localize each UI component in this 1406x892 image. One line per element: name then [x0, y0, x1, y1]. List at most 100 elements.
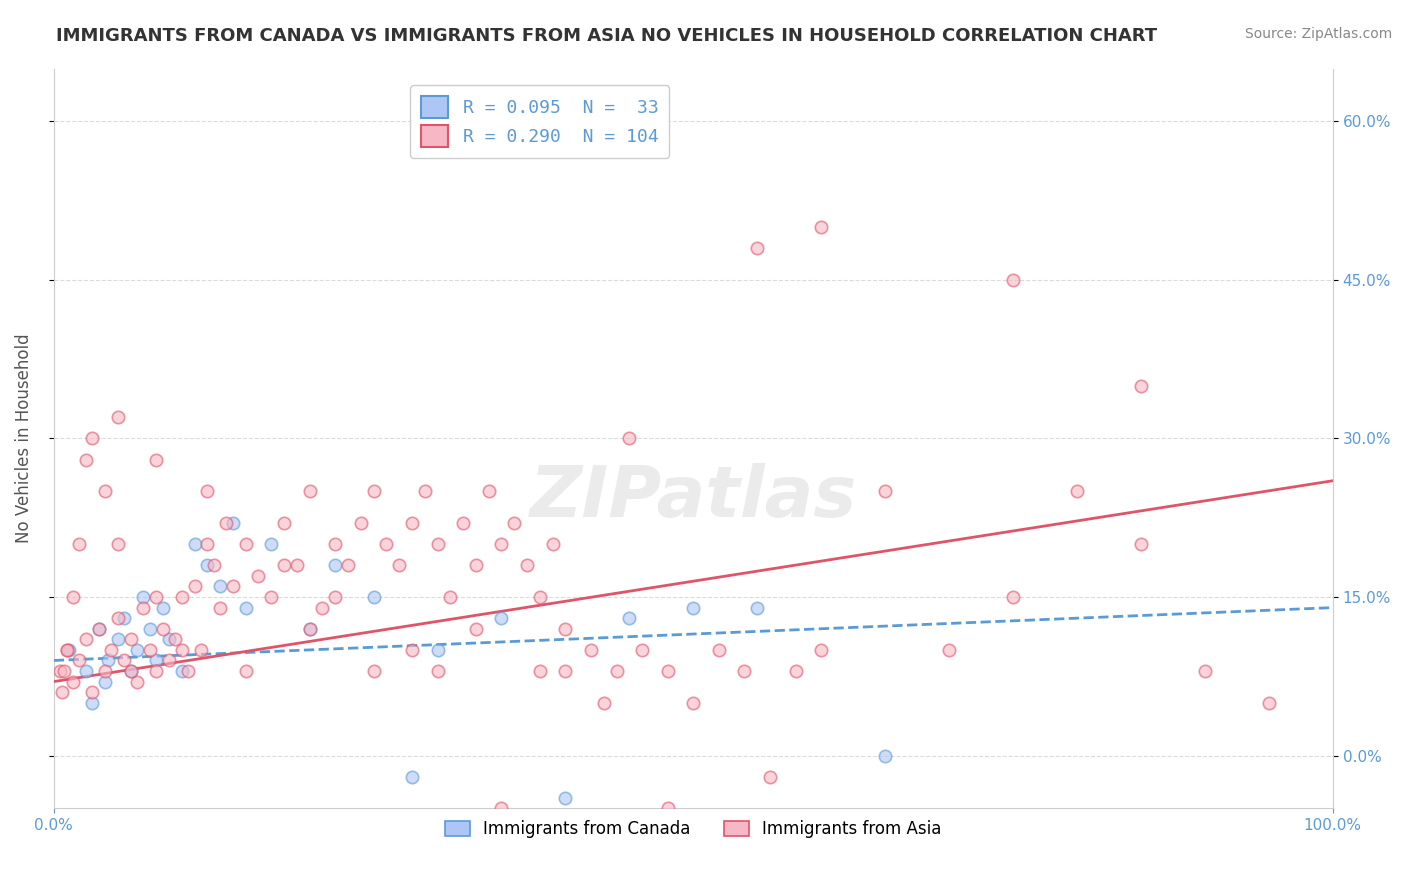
Point	[107, 410, 129, 425]
Point	[112, 653, 135, 667]
Point	[87, 622, 110, 636]
Point	[120, 664, 142, 678]
Point	[478, 484, 501, 499]
Point	[195, 484, 218, 499]
Point	[388, 558, 411, 573]
Point	[222, 516, 245, 530]
Point	[747, 241, 769, 255]
Point	[529, 664, 551, 678]
Point	[120, 664, 142, 678]
Point	[53, 664, 76, 678]
Point	[235, 600, 257, 615]
Point	[132, 600, 155, 615]
Point	[747, 600, 769, 615]
Point	[298, 622, 321, 636]
Point	[426, 643, 449, 657]
Point	[285, 558, 308, 573]
Point	[145, 653, 167, 667]
Point	[707, 643, 730, 657]
Point	[170, 664, 193, 678]
Point	[401, 643, 423, 657]
Point	[363, 484, 385, 499]
Point	[82, 432, 104, 446]
Point	[875, 484, 897, 499]
Point	[190, 643, 212, 657]
Text: IMMIGRANTS FROM CANADA VS IMMIGRANTS FROM ASIA NO VEHICLES IN HOUSEHOLD CORRELAT: IMMIGRANTS FROM CANADA VS IMMIGRANTS FRO…	[56, 27, 1157, 45]
Y-axis label: No Vehicles in Household: No Vehicles in Household	[15, 334, 32, 543]
Point	[82, 685, 104, 699]
Point	[1194, 664, 1216, 678]
Point	[195, 558, 218, 573]
Point	[170, 590, 193, 604]
Point	[209, 600, 232, 615]
Point	[426, 664, 449, 678]
Point	[152, 622, 174, 636]
Point	[451, 516, 474, 530]
Point	[222, 579, 245, 593]
Point	[55, 643, 77, 657]
Point	[1002, 273, 1025, 287]
Point	[94, 484, 117, 499]
Point	[273, 558, 295, 573]
Point	[554, 664, 576, 678]
Point	[401, 516, 423, 530]
Point	[145, 452, 167, 467]
Point	[298, 484, 321, 499]
Point	[337, 558, 360, 573]
Point	[107, 632, 129, 647]
Point	[177, 664, 200, 678]
Point	[298, 622, 321, 636]
Point	[491, 611, 513, 625]
Point	[810, 220, 832, 235]
Point	[541, 537, 564, 551]
Point	[413, 484, 436, 499]
Point	[1129, 378, 1152, 392]
Point	[606, 664, 628, 678]
Point	[516, 558, 538, 573]
Point	[75, 452, 97, 467]
Point	[260, 590, 283, 604]
Point	[247, 569, 270, 583]
Point	[58, 643, 80, 657]
Point	[491, 801, 513, 815]
Point	[49, 664, 72, 678]
Point	[579, 643, 602, 657]
Point	[82, 696, 104, 710]
Point	[120, 632, 142, 647]
Point	[94, 664, 117, 678]
Point	[125, 643, 148, 657]
Point	[1066, 484, 1088, 499]
Point	[464, 622, 486, 636]
Point	[464, 558, 486, 573]
Point	[260, 537, 283, 551]
Point	[592, 696, 614, 710]
Point	[657, 664, 679, 678]
Point	[426, 537, 449, 551]
Point	[554, 790, 576, 805]
Point	[195, 537, 218, 551]
Point	[87, 622, 110, 636]
Point	[1129, 537, 1152, 551]
Point	[938, 643, 960, 657]
Point	[1002, 590, 1025, 604]
Point	[62, 590, 84, 604]
Point	[94, 674, 117, 689]
Point	[183, 537, 205, 551]
Point	[215, 516, 238, 530]
Point	[132, 590, 155, 604]
Point	[209, 579, 232, 593]
Point	[112, 611, 135, 625]
Point	[657, 801, 679, 815]
Point	[323, 558, 346, 573]
Point	[165, 632, 187, 647]
Point	[107, 537, 129, 551]
Point	[75, 632, 97, 647]
Point	[51, 685, 73, 699]
Point	[139, 622, 162, 636]
Point	[125, 674, 148, 689]
Point	[235, 664, 257, 678]
Point	[733, 664, 755, 678]
Point	[152, 600, 174, 615]
Point	[157, 653, 180, 667]
Point	[619, 432, 641, 446]
